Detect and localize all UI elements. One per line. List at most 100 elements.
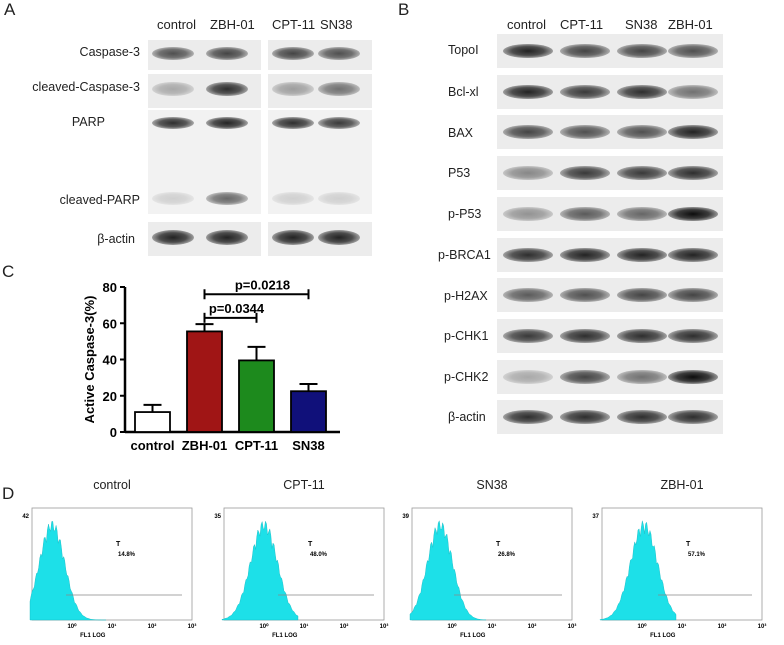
a-row-label-caspase3: Caspase-3 <box>79 45 140 59</box>
x-tick-label: 10³ <box>568 623 577 630</box>
histogram-fill <box>221 520 299 621</box>
x-tick-label: 10² <box>340 623 349 630</box>
x-tick-label: control <box>130 438 174 453</box>
b-band <box>668 166 718 181</box>
x-axis-label: FL1 LOG <box>80 633 106 639</box>
gate-percent: 14.8% <box>118 552 136 558</box>
b-band <box>503 328 553 343</box>
b-row-label-beta-actin: β-actin <box>448 410 486 424</box>
b-band <box>617 84 667 99</box>
x-tick-label: 10¹ <box>300 623 309 630</box>
a-header-control: control <box>157 17 197 32</box>
b-band <box>668 44 718 58</box>
x-tick-label: 10² <box>718 623 727 630</box>
a-row-label-beta-actin: β-actin <box>97 232 135 246</box>
bar-chart: 0 20 40 60 80 Active Caspase-3(%) control ZBH-0… <box>82 277 340 453</box>
x-tick-label: 10¹ <box>108 623 117 630</box>
histogram-frame <box>601 507 763 621</box>
sig-bracket-label: p=0.0344 <box>209 301 265 316</box>
a-header-sn38: SN38 <box>320 17 353 32</box>
x-tick-label: ZBH-01 <box>182 438 228 453</box>
panel-label-b: B <box>398 0 410 19</box>
gate-label: T <box>308 541 313 548</box>
b-header-cpt11: CPT-11 <box>560 17 604 32</box>
a-row-label-cleaved-caspase3: cleaved-Caspase-3 <box>32 80 140 94</box>
a-band <box>206 47 248 60</box>
gate-percent: 57.1% <box>688 552 706 558</box>
b-band <box>617 247 667 262</box>
a-band <box>318 117 360 129</box>
b-band <box>668 247 718 262</box>
flow-title: SN38 <box>476 478 508 492</box>
a-band <box>206 117 248 129</box>
a-band <box>152 230 194 245</box>
b-band <box>617 369 667 384</box>
b-band <box>503 166 553 181</box>
b-band <box>668 288 718 303</box>
b-row-label-pp53: p-P53 <box>448 207 482 221</box>
a-band <box>318 230 360 245</box>
b-band <box>617 206 667 221</box>
a-band <box>206 82 248 96</box>
b-band <box>503 288 553 303</box>
b-header-control: control <box>507 17 547 32</box>
bar <box>238 359 275 433</box>
histogram-ymax: 37 <box>592 514 599 520</box>
x-tick-label: CPT-11 <box>235 438 278 453</box>
y-tick-label: 20 <box>103 389 117 404</box>
flow-histogram: 35 T 48.0% 10⁰ 10¹ 10² 10³ FL1 LOG <box>214 507 389 639</box>
gate-percent: 26.8% <box>498 552 516 558</box>
b-row-label-p53: P53 <box>448 166 471 180</box>
y-tick-label: 40 <box>103 353 117 368</box>
b-band <box>560 84 610 99</box>
b-band <box>668 125 718 140</box>
b-band <box>560 44 610 58</box>
b-header-sn38: SN38 <box>625 17 658 32</box>
a-band <box>272 47 314 60</box>
b-band <box>560 125 610 140</box>
flow-title: ZBH-01 <box>660 478 704 492</box>
b-row-label-pchk1: p-CHK1 <box>444 329 489 343</box>
y-tick-label: 0 <box>110 425 117 440</box>
b-row-label-bclxl: Bcl-xl <box>448 85 479 99</box>
b-band <box>617 288 667 303</box>
x-tick-label: 10² <box>528 623 537 630</box>
b-band <box>503 125 553 140</box>
histogram-fill <box>599 520 677 621</box>
y-axis-label: Active Caspase-3(%) <box>82 296 97 424</box>
a-band <box>206 192 248 205</box>
b-band <box>560 369 610 384</box>
x-tick-label: 10⁰ <box>637 623 647 630</box>
b-band <box>617 166 667 181</box>
x-tick-label: 10³ <box>188 623 197 630</box>
b-row-label-pchk2: p-CHK2 <box>444 370 489 384</box>
histogram-ymax: 42 <box>22 514 29 520</box>
y-tick-label: 80 <box>103 280 117 295</box>
bar <box>134 411 171 433</box>
x-tick-label: 10³ <box>758 623 767 630</box>
histogram-frame <box>223 507 385 621</box>
a-row-label-parp: PARP <box>71 115 105 129</box>
panel-label-d: D <box>2 484 15 503</box>
histogram-fill <box>29 521 106 621</box>
bar <box>290 390 327 433</box>
x-tick-label: 10⁰ <box>67 623 77 630</box>
b-band <box>560 206 610 221</box>
b-band <box>668 328 718 343</box>
b-band <box>503 84 553 99</box>
b-band <box>668 84 718 99</box>
x-tick-label: 10¹ <box>488 623 497 630</box>
b-band <box>503 369 553 384</box>
b-band <box>503 247 553 262</box>
x-axis-label: FL1 LOG <box>272 633 298 639</box>
a-band <box>152 47 194 60</box>
a-band <box>152 192 194 205</box>
sig-bracket-label: p=0.0218 <box>235 277 290 292</box>
a-band <box>272 192 314 205</box>
flow-title: CPT-11 <box>283 478 325 492</box>
x-tick-label: 10⁰ <box>259 623 269 630</box>
b-band <box>617 328 667 343</box>
x-tick-label: 10³ <box>380 623 389 630</box>
a-band <box>272 230 314 245</box>
